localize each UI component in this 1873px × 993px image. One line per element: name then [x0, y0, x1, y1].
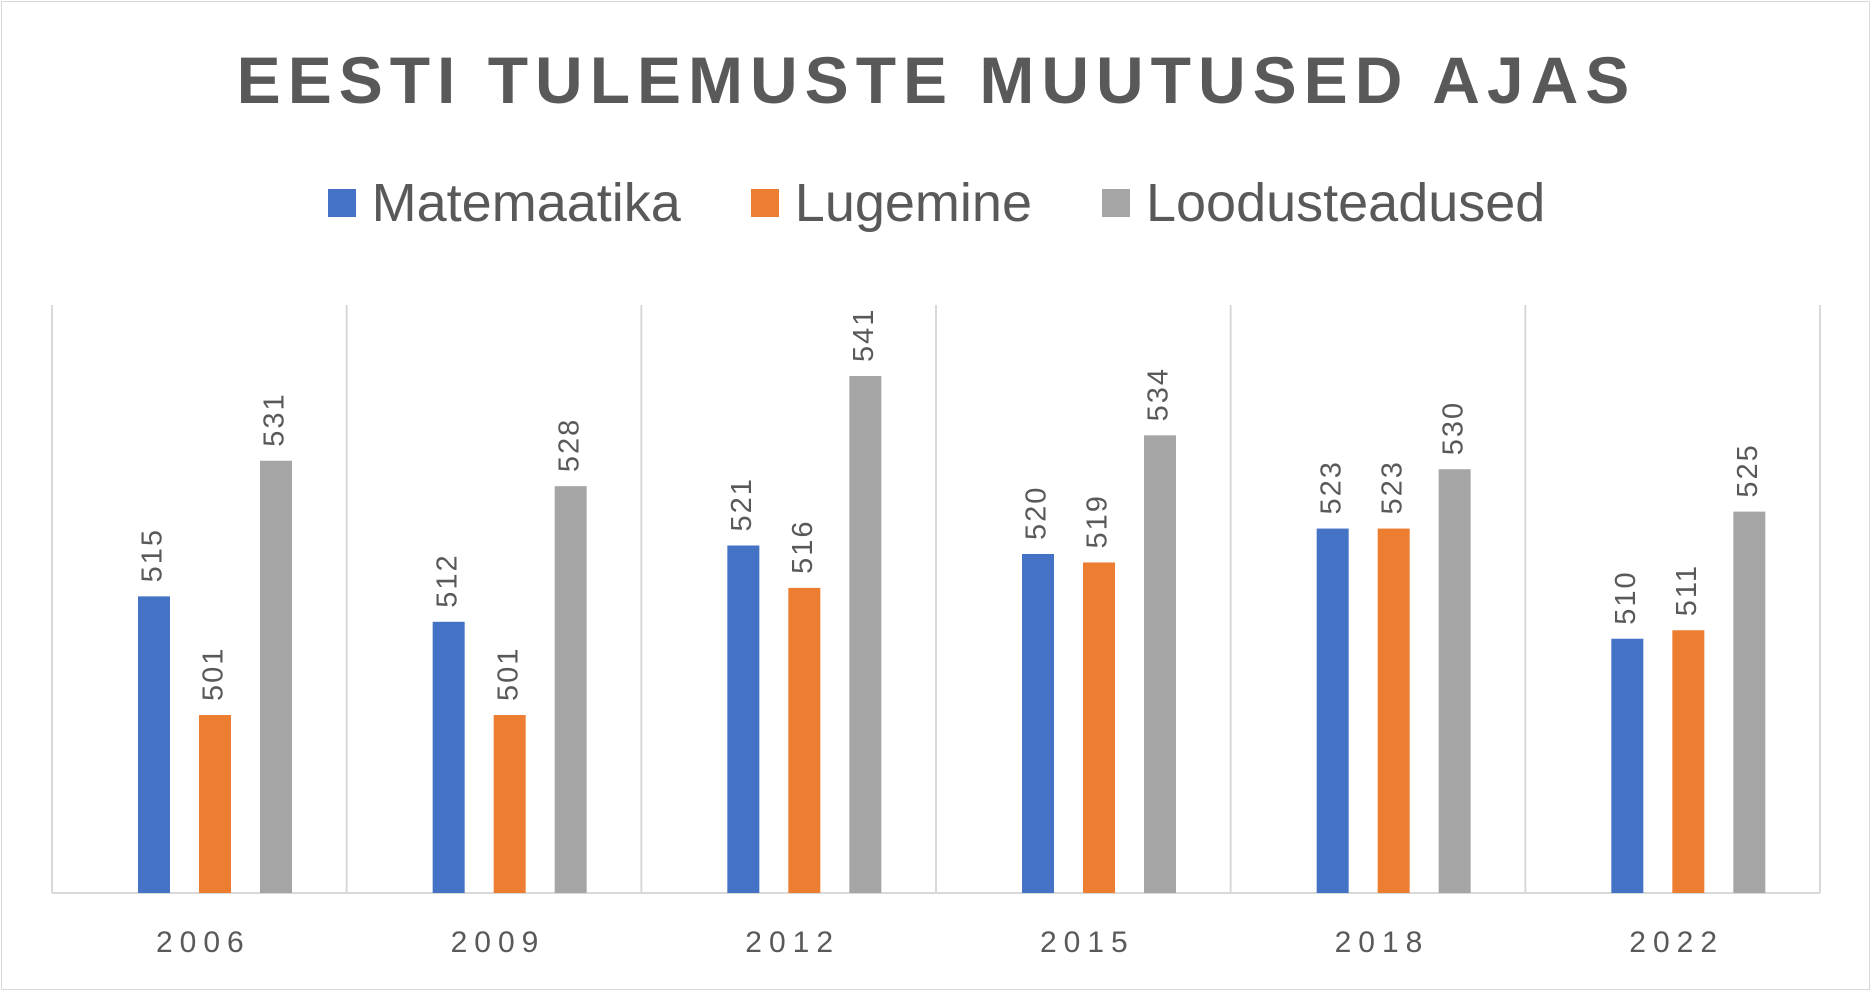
bar: [199, 715, 231, 893]
data-label: 521: [726, 477, 758, 531]
legend-swatch: [750, 189, 779, 217]
bar: [1377, 528, 1410, 893]
x-tick-label: 2018: [1335, 926, 1430, 959]
legend-item-loodusteadused: Loodusteadused: [1101, 172, 1546, 234]
data-label: 530: [1437, 401, 1469, 455]
bar: [1022, 553, 1054, 893]
data-label: 531: [259, 392, 291, 446]
data-label: 519: [1082, 494, 1114, 548]
bar: [727, 545, 760, 893]
bar: [1144, 435, 1176, 893]
data-label: 525: [1732, 443, 1764, 497]
bar: [1611, 638, 1644, 893]
bar: [1733, 511, 1766, 893]
bar: [1316, 528, 1349, 893]
legend-item-lugemine: Lugemine: [750, 172, 1032, 234]
bar: [1672, 630, 1705, 893]
data-label: 520: [1021, 486, 1053, 540]
bar: [788, 587, 821, 893]
legend-label: Loodusteadused: [1145, 173, 1546, 233]
data-label: 516: [787, 519, 819, 573]
bar: [1438, 469, 1471, 893]
bar: [260, 460, 292, 893]
data-label: 501: [492, 647, 524, 701]
data-label: 528: [553, 418, 585, 472]
legend-item-matemaatika: Matemaatika: [327, 172, 681, 234]
x-tick-label: 2012: [745, 926, 840, 959]
data-label: 511: [1671, 564, 1703, 616]
legend-swatch: [327, 189, 356, 217]
x-tick-label: 2006: [156, 926, 251, 959]
bar: [849, 376, 882, 893]
data-label: 510: [1610, 570, 1642, 624]
x-tick-label: 2022: [1629, 926, 1724, 959]
data-label: 534: [1143, 367, 1175, 421]
x-tick-label: 2015: [1040, 926, 1135, 959]
legend-swatch: [1101, 189, 1130, 217]
chart-legend: Matemaatika Lugemine Loodusteadused: [0, 172, 1873, 234]
data-label: 541: [848, 308, 880, 362]
chart-title: EESTI TULEMUSTE MUUTUSED AJAS: [236, 43, 1637, 117]
bar: [493, 715, 526, 893]
data-label: 515: [137, 528, 169, 582]
bar: [1083, 562, 1115, 893]
bar: [138, 596, 170, 893]
x-tick-label: 2009: [451, 926, 546, 959]
bar: [554, 486, 587, 893]
legend-label: Matemaatika: [371, 173, 681, 233]
data-label: 501: [198, 647, 230, 701]
bar: [432, 621, 465, 893]
legend-label: Lugemine: [794, 173, 1032, 233]
data-label: 523: [1376, 460, 1408, 514]
data-label: 523: [1315, 460, 1347, 514]
data-label: 512: [431, 553, 463, 607]
